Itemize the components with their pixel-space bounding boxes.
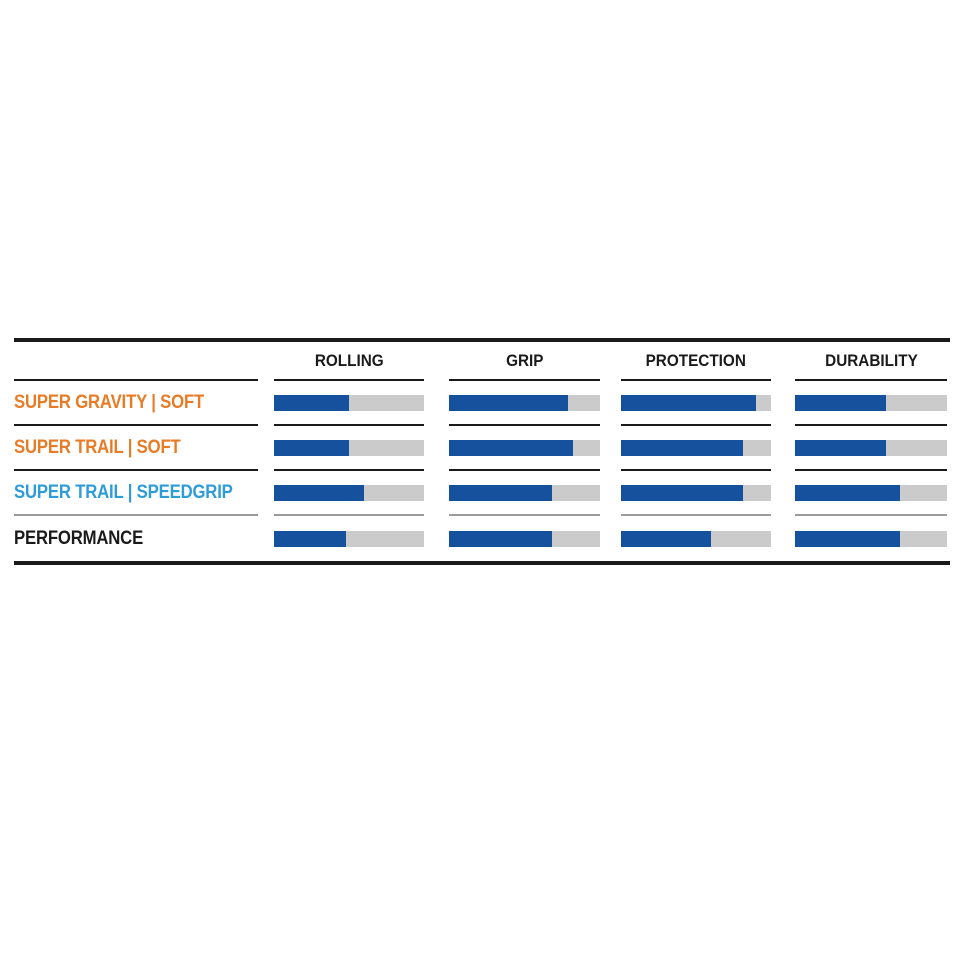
- rating-bar-track: [621, 439, 771, 456]
- rating-bar-fill: [449, 394, 569, 411]
- rating-bar-fill: [449, 484, 552, 501]
- column-header-protection: PROTECTION: [621, 342, 771, 381]
- rating-bar-fill: [621, 394, 756, 411]
- rating-bar-track: [795, 439, 947, 456]
- rating-bar-cell: [621, 381, 771, 426]
- table-row-performance: PERFORMANCE: [14, 516, 950, 561]
- rating-bar-cell: [621, 516, 771, 561]
- rating-bar-fill: [449, 530, 552, 547]
- rating-bar-cell: [621, 471, 771, 516]
- rating-bar-cell: [449, 471, 600, 516]
- rating-bar-track: [449, 394, 600, 411]
- rating-bar-track: [449, 484, 600, 501]
- rating-bar-fill: [274, 484, 364, 501]
- rating-bar-cell: [795, 426, 947, 471]
- rating-bar-cell: [274, 516, 424, 561]
- column-header-durability: DURABILITY: [795, 342, 947, 381]
- rating-bar-track: [274, 439, 424, 456]
- column-header-rolling: ROLLING: [274, 342, 424, 381]
- rating-bar-cell: [449, 516, 600, 561]
- rating-bar-track: [274, 484, 424, 501]
- rating-bar-fill: [449, 439, 573, 456]
- rating-bar-cell: [795, 381, 947, 426]
- rating-bar-track: [795, 484, 947, 501]
- row-label: PERFORMANCE: [14, 527, 144, 549]
- rating-bar-fill: [274, 530, 346, 547]
- rating-bar-fill: [621, 484, 743, 501]
- rating-bar-cell: [274, 381, 424, 426]
- rating-bar-fill: [621, 439, 743, 456]
- rating-bar-cell: [274, 471, 424, 516]
- row-label: SUPER TRAIL | SOFT: [14, 426, 258, 471]
- rating-bar-cell: [449, 381, 600, 426]
- rating-bar-fill: [795, 484, 900, 501]
- header-row: ROLLING GRIP PROTECTION DURABILITY: [14, 342, 950, 381]
- tire-spec-comparison-table: ROLLING GRIP PROTECTION DURABILITY SUPER…: [14, 338, 950, 565]
- rating-bar-track: [274, 530, 424, 547]
- header-label-spacer: [14, 342, 258, 381]
- column-header-grip: GRIP: [449, 342, 600, 381]
- rating-bar-track: [621, 484, 771, 501]
- rating-bar-cell: [795, 516, 947, 561]
- rating-bar-track: [795, 394, 947, 411]
- table-row-super-trail-speedgrip: SUPER TRAIL | SPEEDGRIP: [14, 471, 950, 516]
- bottom-rule: [14, 561, 950, 565]
- rating-bar-cell: [621, 426, 771, 471]
- rating-bar-track: [621, 530, 771, 547]
- rating-bar-fill: [795, 394, 887, 411]
- rating-bar-cell: [449, 426, 600, 471]
- rating-bar-track: [621, 394, 771, 411]
- row-label: SUPER TRAIL | SPEEDGRIP: [14, 471, 258, 516]
- rating-bar-track: [274, 394, 424, 411]
- rating-bar-fill: [274, 439, 349, 456]
- rating-bar-fill: [621, 530, 711, 547]
- rating-bar-track: [795, 530, 947, 547]
- table-row-super-trail-soft: SUPER TRAIL | SOFT: [14, 426, 950, 471]
- rating-bar-track: [449, 530, 600, 547]
- rating-bar-cell: [274, 426, 424, 471]
- table-row-super-gravity-soft: SUPER GRAVITY | SOFT: [14, 381, 950, 426]
- top-rule: [14, 338, 950, 342]
- rating-bar-fill: [274, 394, 349, 411]
- rating-bar-cell: [795, 471, 947, 516]
- rating-bar-fill: [795, 530, 900, 547]
- rating-bar-track: [449, 439, 600, 456]
- row-label: SUPER GRAVITY | SOFT: [14, 381, 258, 426]
- rating-bar-fill: [795, 439, 887, 456]
